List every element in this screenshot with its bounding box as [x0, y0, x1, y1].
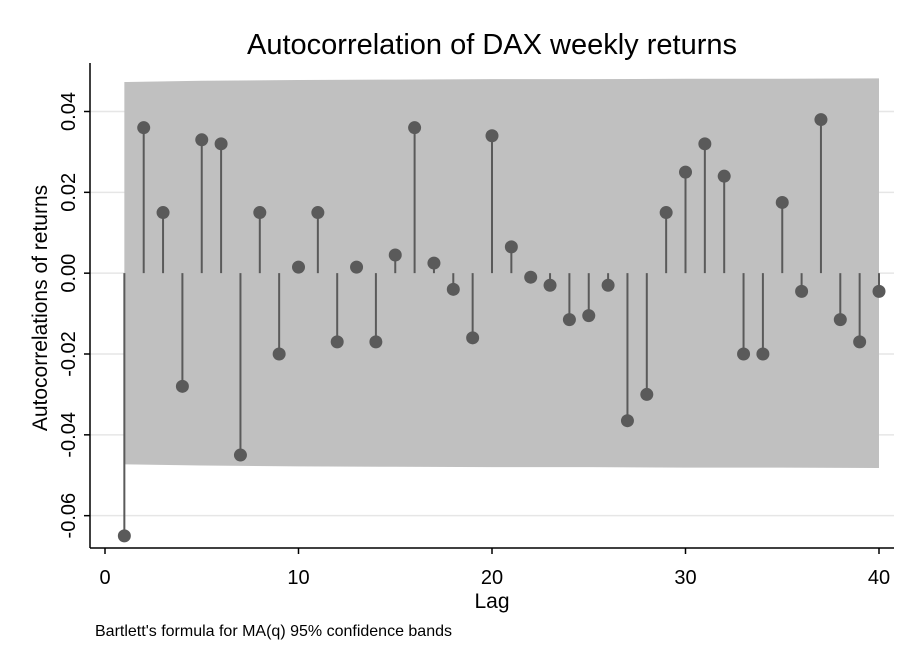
marker-lag-37 [814, 113, 828, 127]
marker-lag-1 [117, 529, 131, 543]
marker-lag-16 [408, 121, 422, 135]
marker-lag-26 [601, 278, 615, 292]
marker-lag-30 [679, 165, 692, 179]
marker-lag-23 [543, 278, 557, 292]
marker-lag-18 [446, 282, 460, 296]
marker-lag-22 [524, 270, 538, 284]
marker-lag-39 [853, 335, 867, 349]
marker-lag-6 [214, 137, 228, 151]
x-tick-label-0: 0 [99, 567, 110, 589]
marker-lag-11 [311, 206, 325, 220]
marker-lag-27 [620, 414, 634, 428]
marker-lag-28 [640, 387, 654, 401]
marker-lag-13 [350, 260, 364, 274]
chart-note: Bartlett's formula for MA(q) 95% confide… [95, 623, 452, 640]
marker-lag-29 [659, 206, 673, 220]
confidence-band [124, 78, 880, 468]
markers [117, 113, 886, 543]
y-tick-label-2: -0.02 [58, 331, 80, 377]
marker-lag-8 [253, 206, 267, 220]
y-tick-label-1: -0.04 [58, 412, 80, 458]
x-tick-label-1: 10 [287, 567, 309, 589]
marker-lag-17 [427, 256, 441, 270]
marker-lag-10 [292, 260, 305, 274]
axis-ticks: -0.06 -0.04 -0.02 0.00 0.02 0.04 0 10 20 30 40 [58, 92, 890, 589]
marker-lag-33 [737, 347, 751, 361]
marker-lag-35 [775, 195, 789, 209]
marker-lag-31 [698, 137, 712, 151]
marker-lag-24 [562, 313, 576, 327]
y-tick-label-4: 0.02 [58, 173, 80, 212]
marker-lag-19 [466, 331, 480, 345]
marker-lag-21 [504, 240, 518, 254]
marker-lag-40 [872, 284, 886, 298]
marker-lag-12 [330, 335, 344, 349]
y-tick-label-3: 0.00 [58, 254, 80, 293]
marker-lag-3 [156, 206, 170, 220]
marker-lag-4 [175, 379, 189, 393]
marker-lag-15 [388, 248, 402, 262]
x-axis-title: Lag [474, 590, 509, 613]
marker-lag-7 [233, 448, 247, 462]
x-tick-label-3: 30 [674, 567, 696, 589]
x-tick-label-4: 40 [868, 567, 890, 589]
marker-lag-25 [582, 309, 596, 323]
marker-lag-2 [137, 121, 151, 135]
marker-lag-14 [369, 335, 383, 349]
marker-lag-36 [795, 284, 809, 298]
marker-lag-32 [717, 169, 731, 183]
marker-lag-9 [272, 347, 286, 361]
y-tick-label-0: -0.06 [58, 493, 80, 539]
x-tick-label-2: 20 [481, 567, 503, 589]
y-axis-title: Autocorrelations of returns [29, 185, 52, 431]
marker-lag-38 [833, 313, 847, 327]
marker-lag-5 [195, 133, 209, 147]
chart-title: Autocorrelation of DAX weekly returns [247, 29, 737, 61]
marker-lag-20 [485, 129, 499, 143]
marker-lag-34 [756, 347, 770, 361]
y-tick-label-5: 0.04 [58, 92, 80, 131]
